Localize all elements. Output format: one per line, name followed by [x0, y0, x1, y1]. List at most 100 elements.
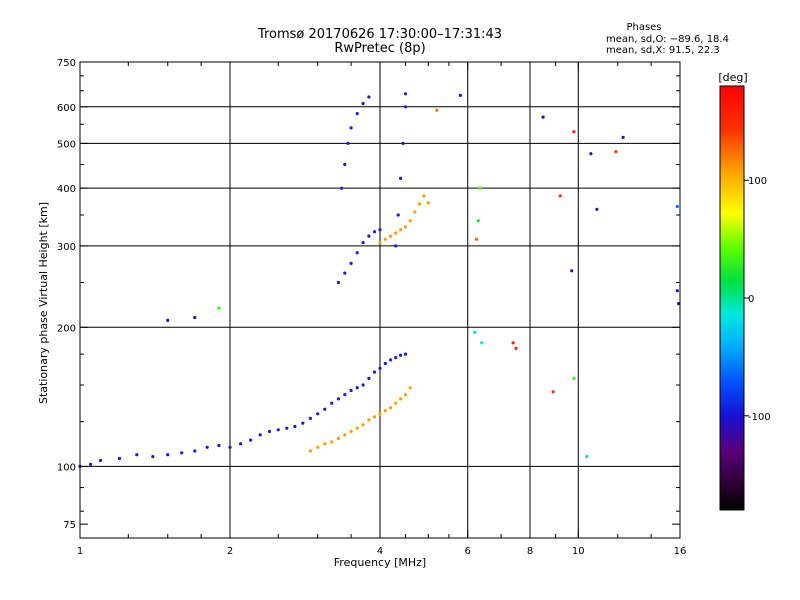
data-point: [361, 383, 365, 387]
colorbar-tick-label: 100: [748, 176, 767, 187]
data-point: [258, 433, 262, 437]
data-point: [343, 433, 347, 437]
x-tick-label: 16: [674, 546, 687, 557]
data-point: [239, 442, 243, 446]
data-point: [151, 455, 155, 459]
data-point: [476, 219, 480, 223]
data-point: [675, 289, 679, 293]
data-point: [372, 230, 377, 234]
data-point: [399, 353, 403, 357]
data-point: [349, 261, 353, 265]
data-point: [367, 376, 371, 380]
data-point: [343, 393, 347, 397]
x-tick-label: 1: [77, 546, 83, 557]
data-point: [217, 306, 221, 310]
data-point: [367, 234, 371, 238]
data-point: [166, 318, 170, 322]
data-point: [399, 228, 403, 232]
data-point: [389, 406, 393, 410]
y-tick-label: 600: [57, 103, 76, 114]
data-point: [394, 244, 398, 248]
stats-line-o: mean, sd,O: −89.6, 18.4: [606, 34, 729, 45]
data-point: [435, 108, 439, 112]
data-point: [399, 176, 403, 180]
data-point: [399, 397, 403, 401]
data-point: [514, 346, 518, 350]
data-point: [117, 456, 122, 461]
data-point: [403, 352, 408, 356]
data-point: [355, 251, 359, 255]
data-points: [78, 92, 681, 468]
stats-line-x: mean, sd,X: 91.5, 22.3: [606, 45, 720, 56]
data-point: [413, 210, 417, 214]
data-point: [394, 401, 398, 405]
data-point: [180, 451, 184, 455]
data-point: [330, 401, 334, 405]
data-point: [336, 280, 340, 285]
data-point: [205, 445, 209, 449]
data-point: [475, 237, 479, 241]
data-point: [621, 135, 625, 139]
y-tick-label: 400: [57, 184, 76, 195]
colorbar: [720, 86, 744, 510]
data-point: [426, 201, 430, 205]
data-point: [511, 341, 515, 345]
data-point: [403, 105, 408, 109]
data-point: [316, 445, 320, 449]
data-point: [614, 150, 618, 154]
y-tick-label: 200: [57, 323, 76, 334]
data-point: [367, 418, 371, 422]
data-point: [249, 438, 253, 442]
data-point: [267, 429, 272, 434]
data-point: [349, 388, 353, 393]
data-point: [293, 424, 297, 429]
data-point: [323, 442, 327, 446]
data-point: [383, 237, 387, 241]
colorbar-label: [deg]: [718, 71, 747, 84]
data-point: [572, 130, 576, 134]
data-point: [408, 219, 412, 223]
series-group: [308, 194, 430, 453]
data-point: [403, 393, 408, 397]
x-axis-label: Frequency [MHz]: [334, 556, 426, 569]
data-point: [135, 453, 139, 457]
y-tick-label: 100: [57, 462, 76, 473]
data-point: [585, 455, 589, 459]
data-point: [330, 440, 334, 444]
series-group: [166, 93, 681, 459]
data-point: [383, 409, 387, 413]
data-point: [378, 228, 382, 232]
data-point: [355, 426, 359, 430]
data-point: [478, 186, 482, 190]
grid-lines: [80, 62, 680, 538]
data-point: [389, 234, 393, 238]
y-tick-label: 300: [57, 242, 76, 253]
data-point: [589, 152, 593, 156]
data-point: [372, 370, 377, 374]
data-point: [383, 361, 387, 366]
data-point: [336, 397, 340, 401]
data-point: [595, 207, 599, 211]
data-point: [401, 141, 405, 145]
data-point: [343, 162, 347, 167]
data-point: [378, 366, 382, 370]
data-point: [570, 269, 574, 273]
data-point: [349, 126, 353, 130]
data-point: [301, 421, 305, 425]
colorbar-tick-label: -100: [748, 412, 771, 423]
y-tick-label: 500: [57, 139, 76, 150]
chart-title: Tromsø 20170626 17:30:00–17:31:43: [257, 27, 502, 42]
data-point: [89, 462, 93, 466]
data-point: [403, 225, 408, 229]
x-tick-label: 8: [527, 546, 533, 557]
data-point: [408, 386, 412, 390]
data-point: [228, 445, 232, 449]
data-point: [422, 194, 426, 198]
data-point: [349, 429, 353, 434]
data-point: [308, 449, 312, 453]
data-point: [677, 302, 681, 306]
data-point: [336, 436, 340, 440]
data-point: [361, 423, 365, 427]
series-group: [78, 92, 408, 468]
